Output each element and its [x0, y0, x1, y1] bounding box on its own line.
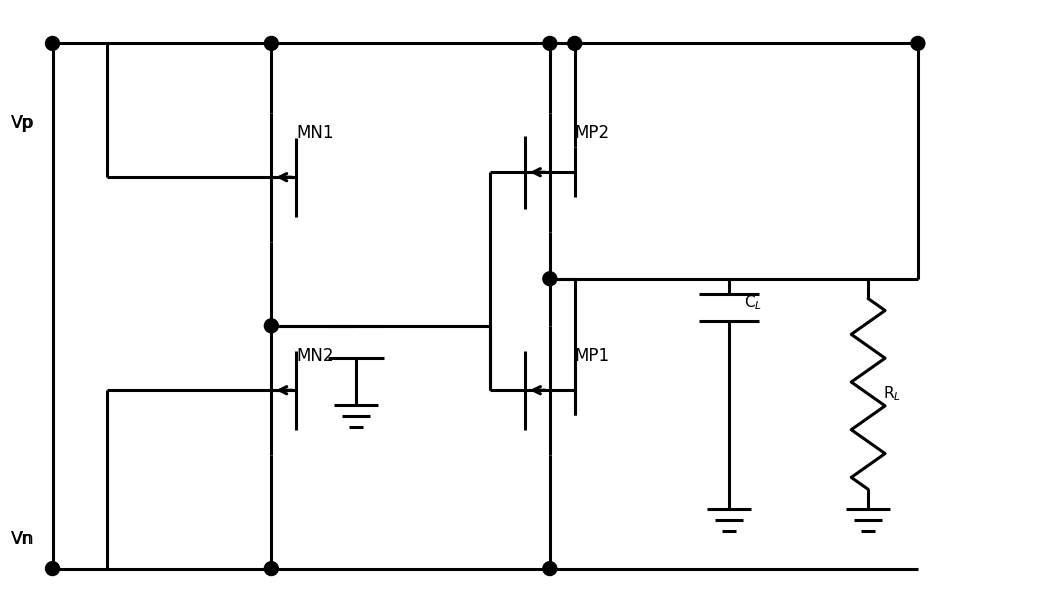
- Text: Vp: Vp: [10, 114, 34, 132]
- Text: MN1: MN1: [296, 123, 333, 142]
- Circle shape: [264, 37, 278, 50]
- Circle shape: [543, 272, 557, 286]
- Text: Vp: Vp: [10, 114, 32, 132]
- Circle shape: [264, 319, 278, 333]
- Text: R$_L$: R$_L$: [883, 384, 901, 403]
- Circle shape: [264, 562, 278, 576]
- Text: Vn: Vn: [10, 530, 34, 548]
- Text: C$_L$: C$_L$: [744, 293, 762, 312]
- Circle shape: [46, 37, 60, 50]
- Circle shape: [567, 37, 582, 50]
- Circle shape: [46, 562, 60, 576]
- Text: MP1: MP1: [575, 346, 610, 365]
- Text: MP2: MP2: [575, 123, 610, 142]
- Text: MN2: MN2: [296, 346, 333, 365]
- Circle shape: [543, 37, 557, 50]
- Circle shape: [543, 562, 557, 576]
- Circle shape: [911, 37, 925, 50]
- Text: Vn: Vn: [10, 530, 32, 548]
